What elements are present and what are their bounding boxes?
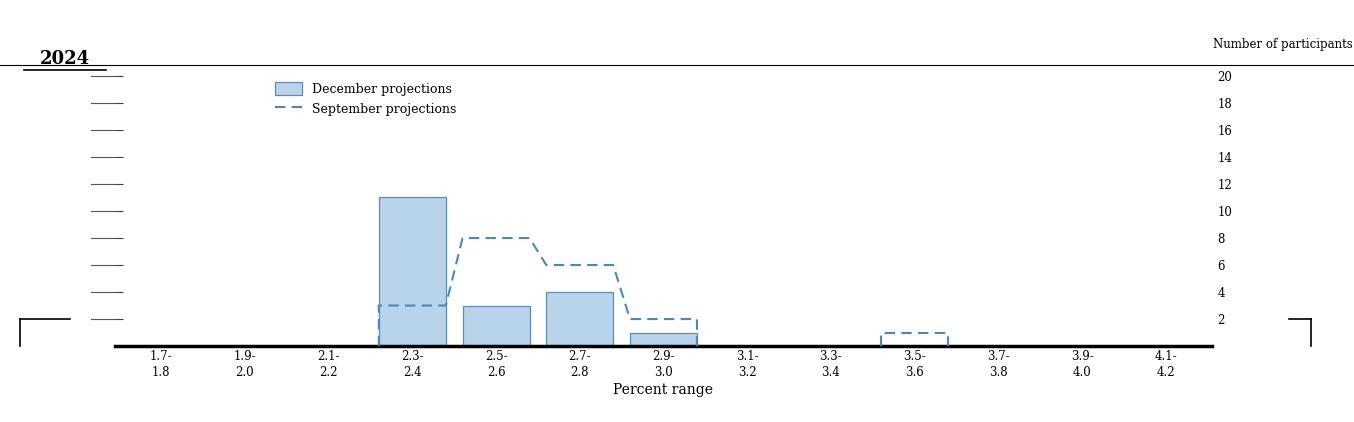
Text: Number of participants: Number of participants [1213,38,1353,51]
Legend: December projections, September projections: December projections, September projecti… [275,82,456,116]
Bar [379,197,445,346]
Bar [463,306,529,346]
X-axis label: Percent range: Percent range [613,383,714,398]
Text: 2024: 2024 [39,49,91,68]
Bar [630,333,697,346]
Bar [546,292,613,346]
